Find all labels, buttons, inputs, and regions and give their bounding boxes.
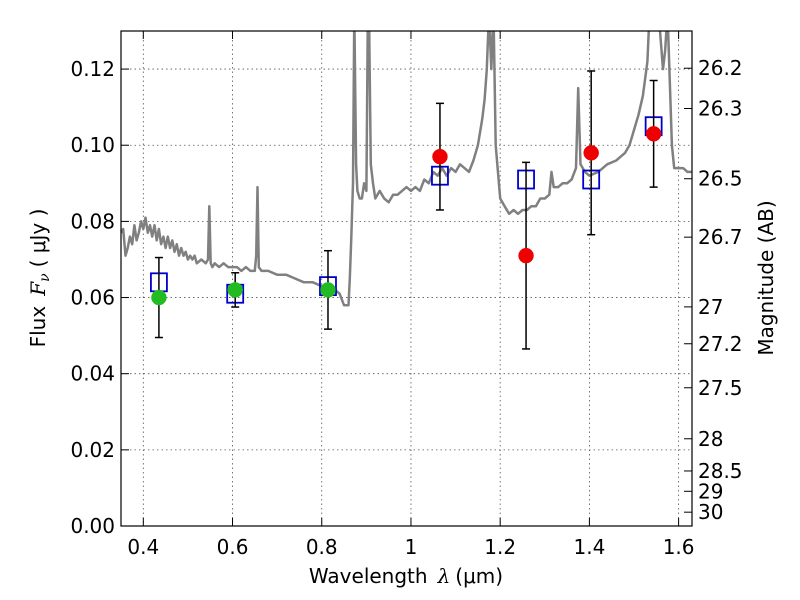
y-axis-label-text: Flux xyxy=(26,306,50,348)
plot-frame xyxy=(120,30,693,527)
x-axis-unit: (μm) xyxy=(455,564,503,588)
y-axis-symbol: F xyxy=(26,281,50,297)
x-tick-label: 1.4 xyxy=(573,535,605,559)
y-tick-label: 0.08 xyxy=(70,209,115,233)
model-spectrum-layer xyxy=(121,31,692,307)
y-tick-labels: 0.00 0.02 0.04 0.06 0.08 0.10 0.12 xyxy=(70,57,115,538)
magnitude-tick-label: 26.7 xyxy=(698,225,743,249)
magnitude-tick-label: 26.2 xyxy=(698,56,743,80)
data-point-infrared xyxy=(518,247,534,264)
x-tick-label: 1.2 xyxy=(484,535,516,559)
data-point-infrared xyxy=(645,126,662,142)
data-point-optical xyxy=(227,282,243,298)
magnitude-tick-label: 27.5 xyxy=(698,376,743,400)
magnitude-tick-label: 27.2 xyxy=(698,332,743,356)
y-tick-label: 0.10 xyxy=(70,133,115,157)
y-tick-label: 0.12 xyxy=(70,57,115,81)
magnitude-tick-label: 28 xyxy=(698,427,723,451)
y-tick-label: 0.06 xyxy=(70,286,115,310)
y-tick-label: 0.00 xyxy=(70,514,115,538)
x-tick-label: 0.8 xyxy=(306,535,338,559)
magnitude-tick-label: 30 xyxy=(698,500,723,524)
magnitude-tick-label: 29 xyxy=(698,479,723,503)
x-tick-labels: 0.4 0.6 0.8 1 1.2 1.4 1.6 xyxy=(127,535,694,559)
x-tick-label: 1.6 xyxy=(663,535,695,559)
y-tick-label: 0.04 xyxy=(70,362,115,386)
x-tick-label: 0.4 xyxy=(127,535,159,559)
observation-layer xyxy=(151,126,662,306)
magnitude-tick-label: 26.5 xyxy=(698,167,743,191)
x-tick-label: 1 xyxy=(405,535,418,559)
data-point-infrared xyxy=(583,145,599,161)
axis-ticks xyxy=(121,31,692,527)
y-axis-subscript: ν xyxy=(37,273,53,282)
magnitude-tick-label: 26.3 xyxy=(698,96,743,120)
data-point-infrared xyxy=(432,148,448,165)
magnitude-axis-label: Magnitude (AB) xyxy=(754,200,778,355)
y-axis-label: Flux Fν ( μJy ) xyxy=(26,209,53,348)
y-tick-label: 0.02 xyxy=(70,438,115,462)
model-spectrum-line xyxy=(121,31,692,307)
magnitude-tick-label: 28.5 xyxy=(698,459,743,483)
data-point-optical xyxy=(320,282,336,298)
x-tick-label: 0.6 xyxy=(217,535,249,559)
data-point-optical xyxy=(151,289,167,306)
grid-lines xyxy=(121,31,692,527)
x-axis-symbol: λ xyxy=(437,564,451,588)
magnitude-tick-label: 27 xyxy=(698,295,723,319)
x-axis-label-text: Wavelength xyxy=(309,564,428,588)
x-axis-label: Wavelength λ (μm) xyxy=(309,564,503,588)
y-axis-unit: ( μJy ) xyxy=(26,209,50,268)
